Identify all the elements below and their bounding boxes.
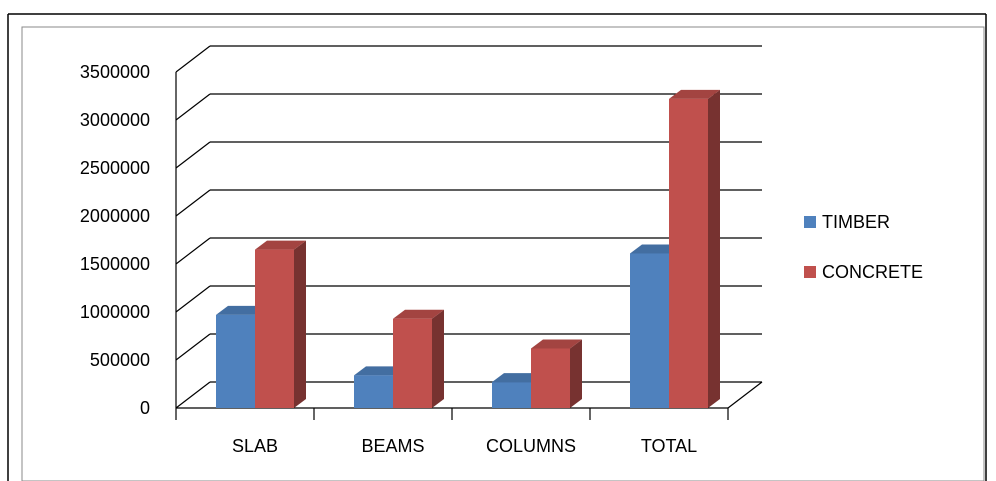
y-tick-label: 2500000 <box>80 158 150 178</box>
gridline-depth <box>175 141 211 169</box>
x-axis-category-labels: SLAB BEAMS COLUMNS TOTAL <box>232 436 697 456</box>
bar-top <box>492 373 543 383</box>
legend-swatch-concrete <box>804 266 816 278</box>
gridline-depth <box>175 93 211 121</box>
bar-front <box>393 318 432 408</box>
bars <box>216 89 720 408</box>
bar-concrete-slab <box>255 240 306 408</box>
bar-concrete-columns <box>531 339 582 408</box>
bar-front <box>354 375 393 408</box>
floor-edge <box>727 381 763 409</box>
x-category-label: COLUMNS <box>486 436 576 456</box>
bar-top <box>255 240 306 250</box>
gridline-depth <box>175 333 211 361</box>
bar-concrete-total <box>669 89 720 408</box>
bar-top <box>393 309 444 319</box>
bar-front <box>492 382 531 408</box>
bar-top <box>669 89 720 99</box>
bar-side <box>570 339 582 408</box>
y-axis-tick-labels: 0 500000 1000000 1500000 2000000 2500000 30000… <box>80 62 150 418</box>
gridline-depth <box>175 45 211 73</box>
bar-side <box>432 309 444 408</box>
bar-front <box>630 253 669 408</box>
bar-front <box>255 249 294 408</box>
bar-front <box>216 314 255 408</box>
bar-front <box>669 98 708 408</box>
y-tick-label: 0 <box>140 398 150 418</box>
bar-front <box>531 348 570 408</box>
gridline-depth <box>175 237 211 265</box>
legend-label-concrete: CONCRETE <box>822 262 923 282</box>
y-tick-label: 3000000 <box>80 110 150 130</box>
y-tick-label: 2000000 <box>80 206 150 226</box>
gridline-depth <box>175 381 211 409</box>
bar-top <box>216 305 267 315</box>
x-category-label: TOTAL <box>641 436 697 456</box>
bar-side <box>708 89 720 408</box>
y-tick-label: 1500000 <box>80 254 150 274</box>
bar-top <box>630 244 681 254</box>
bar-top <box>354 366 405 376</box>
bar-top <box>531 339 582 349</box>
x-category-label: SLAB <box>232 436 278 456</box>
y-tick-label: 500000 <box>90 350 150 370</box>
legend: TIMBER CONCRETE <box>804 212 923 282</box>
legend-label-timber: TIMBER <box>822 212 890 232</box>
gridline-depth <box>175 189 211 217</box>
y-tick-label: 3500000 <box>80 62 150 82</box>
bar-concrete-beams <box>393 309 444 408</box>
gridline-depth <box>175 285 211 313</box>
bar-side <box>294 240 306 408</box>
x-category-label: BEAMS <box>361 436 424 456</box>
y-tick-label: 1000000 <box>80 302 150 322</box>
legend-swatch-timber <box>804 216 816 228</box>
